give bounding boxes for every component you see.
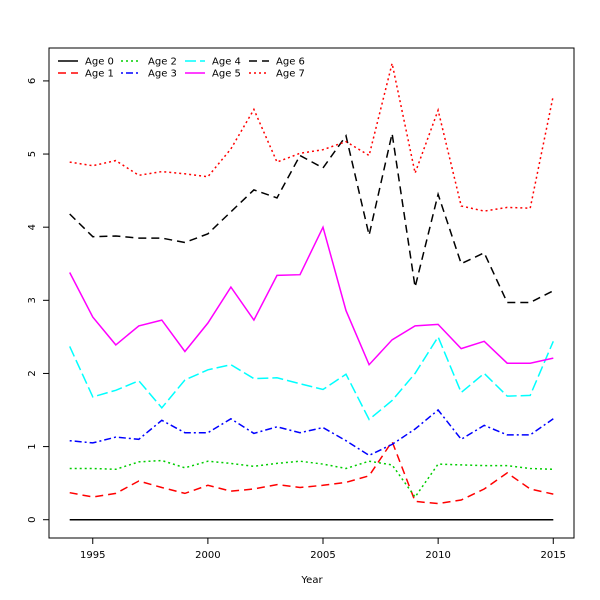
legend-label: Age 4 [212,57,241,68]
y-tick-label: 6 [27,78,38,84]
legend-label: Age 7 [276,69,305,80]
y-tick-label: 3 [27,297,38,303]
plot-frame [48,47,575,539]
x-tick-label: 2000 [195,550,220,561]
series-layer [69,63,555,521]
y-tick-label: 4 [27,224,38,230]
y-axis: 0 1 2 3 4 5 6 [27,78,49,523]
legend-label: Age 3 [148,69,177,80]
legend-label: Age 0 [85,57,114,68]
series-line-age-4 [69,335,554,421]
series-line-age-5 [69,225,554,367]
series-line-age-2 [69,459,554,499]
x-axis-title: Year [300,575,323,586]
y-tick-label: 1 [27,443,38,449]
x-tick-label: 1995 [80,550,105,561]
y-tick-label: 5 [27,151,38,157]
legend-label: Age 2 [148,57,177,68]
x-tick-label: 2015 [541,550,566,561]
legend-label: Age 1 [85,69,114,80]
x-axis: 1995 2000 2005 2010 2015 [80,538,566,561]
series-line-age-7 [69,63,555,212]
y-tick-label: 0 [27,517,38,523]
legend-label: Age 5 [212,69,241,80]
x-tick-label: 2005 [310,550,335,561]
x-tick-label: 2010 [425,550,450,561]
series-line-age-1 [69,439,554,505]
y-tick-label: 2 [27,370,38,376]
series-line-age-6 [69,133,554,304]
legend-label: Age 6 [276,57,305,68]
series-line-age-3 [69,408,554,457]
